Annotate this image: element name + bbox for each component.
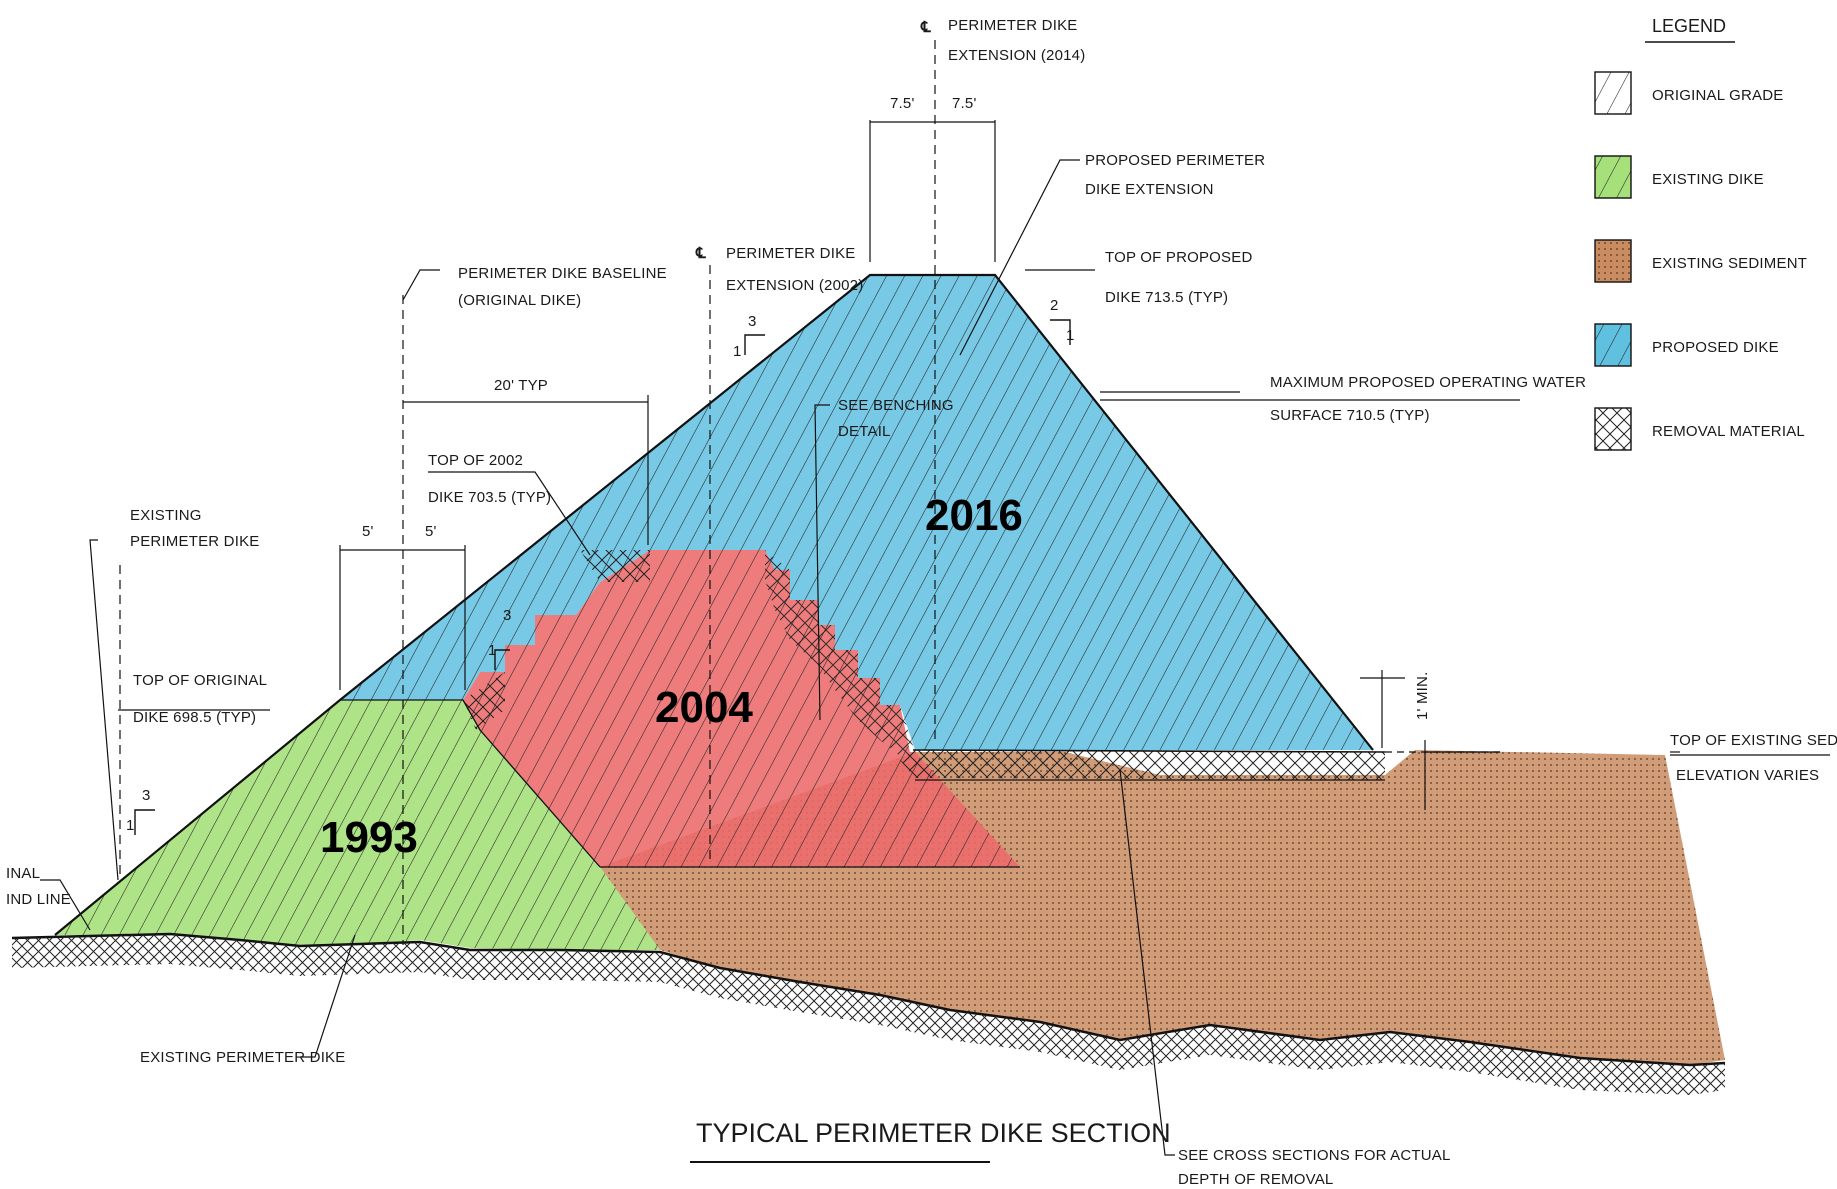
legend-swatch-pattern-1 [1594,155,1632,199]
dim-7-5-right: 7.5' [952,95,977,112]
legend-item-label-4: REMOVAL MATERIAL [1652,423,1805,440]
slope-small-run: 3 [503,607,512,624]
removal-material-bench [463,672,505,730]
legend-item-label-3: PROPOSED DIKE [1652,339,1779,356]
year-2016-label: 2016 [925,491,1023,540]
removal-depth-label-2: DEPTH OF REMOVAL [1178,1171,1333,1188]
cl-2014-label-1: PERIMETER DIKE [948,17,1078,34]
dim-5-right: 5' [425,523,437,540]
baseline-label-2: (ORIGINAL DIKE) [458,292,581,309]
legend-item-label-0: ORIGINAL GRADE [1652,87,1783,104]
removal-material-steps-right [765,550,915,760]
existing-dike-label-1: EXISTING [130,507,202,524]
top-proposed-label-1: TOP OF PROPOSED [1105,249,1252,266]
cl-2002-label-1: PERIMETER DIKE [726,245,856,262]
sediment-label-1: TOP OF EXISTING SEDIMENT [1670,732,1837,749]
slope-right-run: 2 [1050,297,1059,314]
top-proposed-label-2: DIKE 713.5 (TYP) [1105,289,1228,306]
top-2002-label-1: TOP OF 2002 [428,452,523,469]
year-2004-label: 2004 [655,683,753,732]
year-1993-label: 1993 [320,813,418,862]
cl-2002-label-2: EXTENSION (2002) [726,277,863,294]
legend-swatch-pattern-3 [1594,323,1632,367]
proposed-extension-label-1: PROPOSED PERIMETER [1085,152,1265,169]
slope-mid-rise: 1 [733,343,742,360]
slope-left-rise: 1 [126,817,135,834]
cl-2014-label-2: EXTENSION (2014) [948,47,1085,64]
ground-label-2: IND LINE [6,891,71,908]
dike-outline [54,273,1374,936]
svg-text:℄: ℄ [920,19,931,36]
baseline-label-1: PERIMETER DIKE BASELINE [458,265,667,282]
removal-depth-label-1: SEE CROSS SECTIONS FOR ACTUAL [1178,1147,1451,1164]
top-2002-label-2: DIKE 703.5 (TYP) [428,489,551,506]
benching-label-1: SEE BENCHING [838,397,954,414]
removal-material-steps [580,550,650,582]
slope-right-rise: 1 [1066,327,1075,344]
water-surface-label-2: SURFACE 710.5 (TYP) [1270,407,1430,424]
water-surface-label-1: MAXIMUM PROPOSED OPERATING WATER [1270,374,1586,391]
dim-20-typ: 20' TYP [494,377,548,394]
existing-dike-bottom-label: EXISTING PERIMETER DIKE [140,1049,345,1066]
legend: LEGEND ORIGINAL GRADE EXISTING DIKE EXISTI… [1594,16,1807,451]
slope-small-rise: 1 [488,642,497,659]
slope-mid-run: 3 [748,313,757,330]
slope-left-run: 3 [142,787,151,804]
dim-7-5-left: 7.5' [890,95,915,112]
svg-text:℄: ℄ [695,245,706,262]
legend-swatch-pattern-4 [1594,407,1632,451]
section-title: TYPICAL PERIMETER DIKE SECTION [696,1118,1171,1148]
legend-item-label-2: EXISTING SEDIMENT [1652,255,1807,272]
top-original-label-1: TOP OF ORIGINAL [133,672,267,689]
removal-material-strip [900,750,1385,780]
proposed-extension-label-2: DIKE EXTENSION [1085,181,1214,198]
benching-label-2: DETAIL [838,423,891,440]
legend-item-label-1: EXISTING DIKE [1652,171,1764,188]
legend-title: LEGEND [1652,16,1726,36]
one-foot-min: 1' MIN. [1414,672,1431,720]
legend-swatch-pattern-0 [1594,71,1632,115]
ground-label-1: INAL [6,865,40,882]
top-original-label-2: DIKE 698.5 (TYP) [133,709,256,726]
legend-swatch-pattern-2 [1594,239,1632,283]
dim-5-left: 5' [362,523,374,540]
existing-dike-label-2: PERIMETER DIKE [130,533,260,550]
sediment-label-2: ELEVATION VARIES [1676,767,1819,784]
